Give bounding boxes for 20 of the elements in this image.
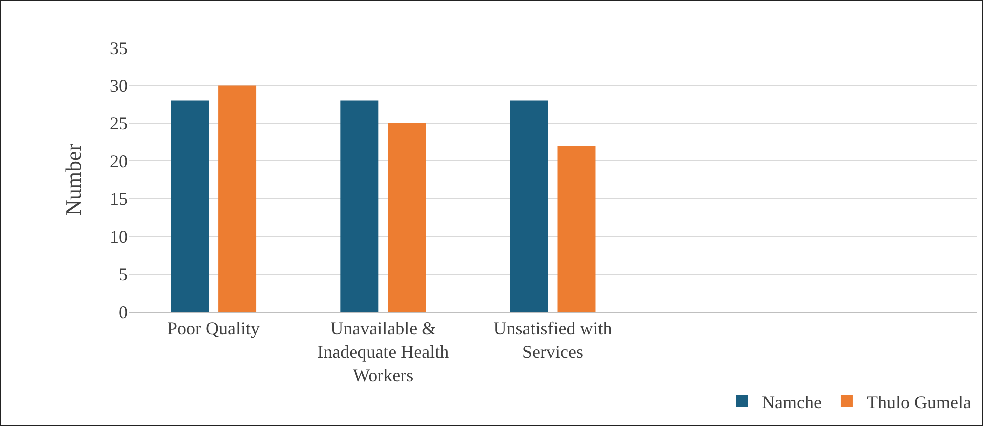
x-tick-label: Poor Quality — [168, 318, 260, 339]
bar — [218, 86, 257, 312]
bar — [388, 123, 426, 312]
y-tick-label: 35 — [110, 38, 128, 58]
bar — [510, 100, 548, 312]
legend-label: Thulo Gumela — [866, 392, 972, 412]
bar — [340, 100, 379, 312]
y-tick-label: 25 — [110, 114, 128, 134]
y-tick-label: 10 — [110, 226, 128, 247]
legend-label: Namche — [762, 392, 822, 412]
x-tick-label: Unavailable & Inadequate Health Workers — [318, 318, 450, 386]
bar — [558, 146, 596, 312]
bar — [171, 100, 210, 312]
y-tick-label: 20 — [110, 151, 128, 172]
y-tick-label: 15 — [110, 189, 128, 210]
y-axis-title: Number — [60, 143, 86, 216]
y-tick-label: 5 — [119, 264, 128, 285]
y-tick-label: 0 — [119, 302, 128, 322]
y-tick-label: 30 — [110, 76, 128, 96]
x-tick-label: Unsatisfied with Services — [494, 318, 612, 362]
